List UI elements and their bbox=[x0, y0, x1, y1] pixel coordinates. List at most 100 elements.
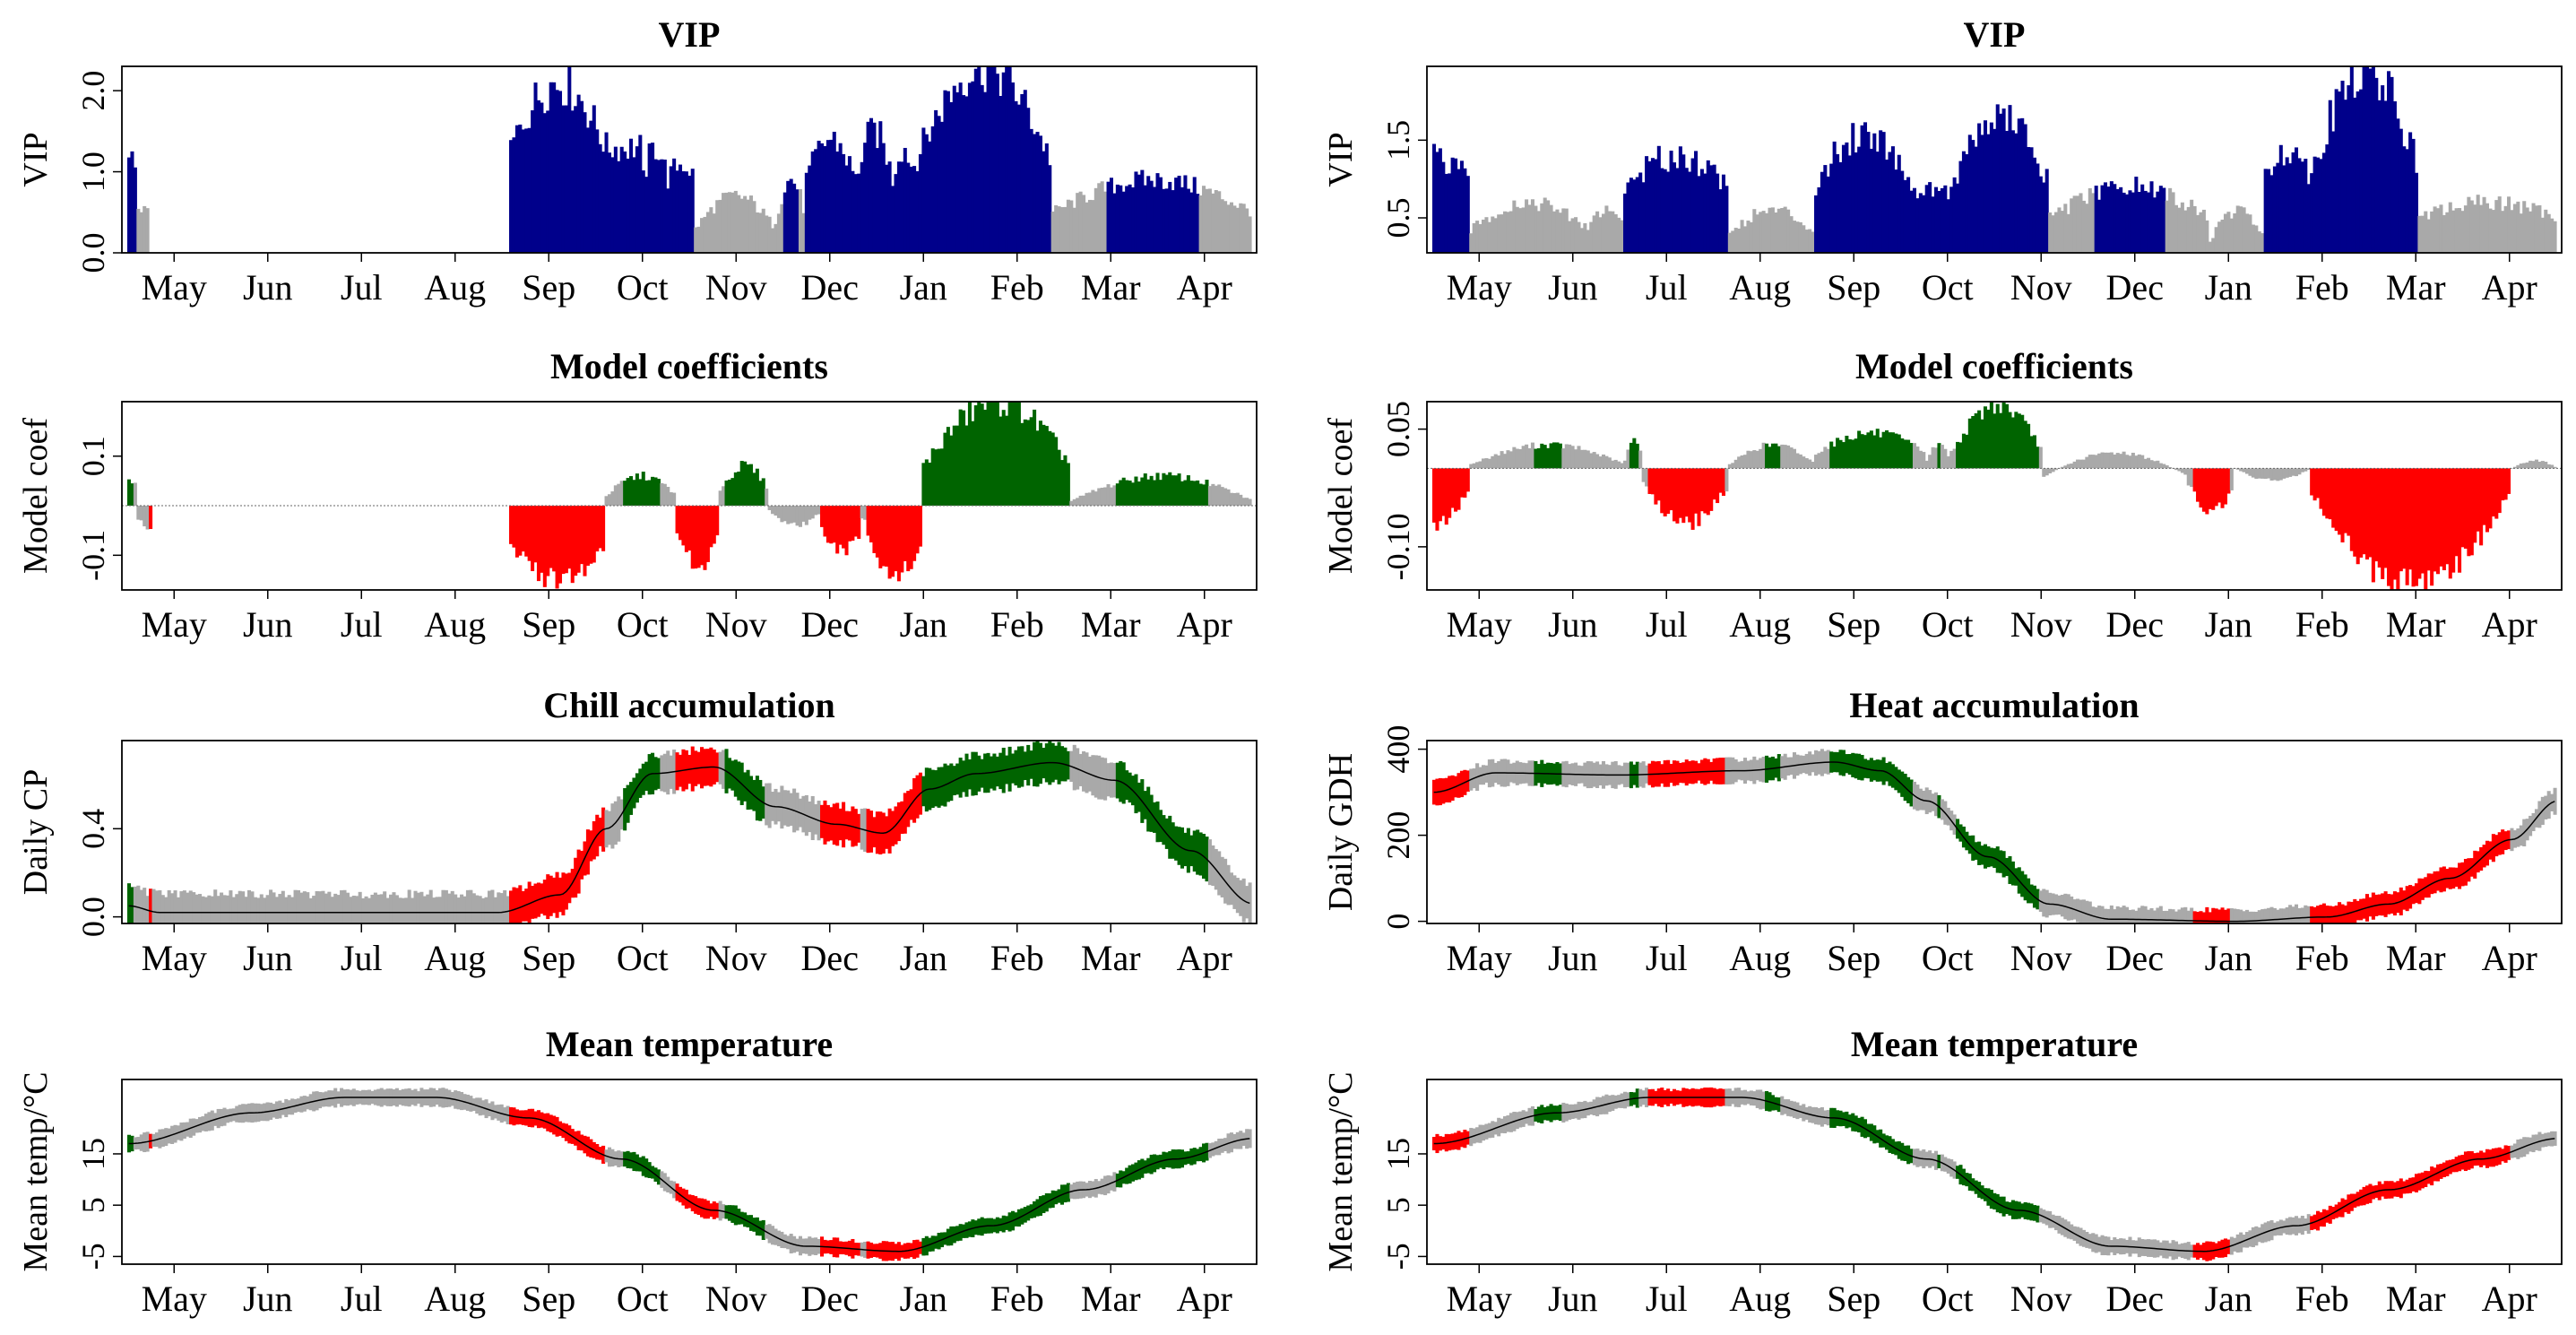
right-vip-bar bbox=[1613, 213, 1618, 253]
right-heat-x-axis: May Jun Jul Aug Sep Oct Nov Dec Jan Feb Mar Apr bbox=[1447, 923, 2537, 978]
right-heat-band bbox=[2267, 907, 2271, 923]
right-coef-bar bbox=[2300, 468, 2304, 472]
right-heat-month-nov: Nov bbox=[2010, 938, 2072, 978]
left-vip-bar bbox=[558, 91, 563, 254]
right-coef-bar bbox=[2390, 468, 2394, 591]
right-vip-bar bbox=[2205, 220, 2209, 253]
left-coef-bar bbox=[885, 506, 889, 567]
right-vip-bar bbox=[1583, 222, 1587, 253]
left-vip-bar bbox=[1087, 199, 1092, 253]
right-coef-bar bbox=[1789, 447, 1794, 469]
left-vip-marks bbox=[127, 66, 1252, 254]
right-vip-bar bbox=[1540, 203, 1544, 253]
left-vip-bar bbox=[1054, 204, 1059, 253]
right-vip-bar bbox=[1448, 173, 1452, 253]
left-coef-bar bbox=[678, 506, 683, 541]
left-chill-band bbox=[394, 895, 399, 923]
right-heat-band bbox=[2306, 906, 2311, 923]
right-vip-bar bbox=[1814, 195, 1819, 253]
right-vip-month-oct: Oct bbox=[1922, 267, 1974, 308]
right-vip-bar bbox=[2156, 191, 2160, 253]
left-vip-bar bbox=[626, 158, 630, 253]
right-vip-bar bbox=[1438, 148, 1442, 253]
right-heat-band bbox=[2171, 909, 2175, 923]
right-vip-bar bbox=[2106, 186, 2111, 253]
right-coef-bar bbox=[1586, 450, 1590, 469]
left-coef-bar bbox=[700, 506, 705, 566]
left-coef-bar bbox=[964, 425, 969, 507]
left-coef-bar bbox=[786, 506, 791, 524]
left-coef-bar bbox=[739, 461, 744, 507]
left-vip-bar bbox=[1171, 190, 1175, 253]
right-coef-bar bbox=[2420, 468, 2425, 574]
right-temp-month-sep: Sep bbox=[1827, 1279, 1880, 1319]
right-vip-bar bbox=[2522, 201, 2527, 253]
left-vip-bar bbox=[817, 140, 821, 253]
left-vip-bar bbox=[838, 143, 843, 253]
left-vip-bar bbox=[1155, 173, 1160, 253]
left-chill-band bbox=[186, 892, 190, 923]
right-coef-bar bbox=[1826, 448, 1830, 469]
left-coef-bar bbox=[715, 506, 720, 536]
right-vip-bar bbox=[1487, 221, 1491, 253]
right-coef-bar bbox=[1617, 461, 1621, 469]
left-coef-bar bbox=[540, 506, 544, 573]
right-coef-bar bbox=[1759, 448, 1763, 469]
left-coef-bar bbox=[555, 506, 559, 589]
right-coef-bar bbox=[1549, 443, 1553, 469]
right-coef-bar bbox=[2205, 468, 2209, 515]
right-vip-bar bbox=[1965, 153, 1969, 253]
left-coef-bar bbox=[1241, 498, 1246, 507]
left-coef-bar bbox=[1189, 481, 1194, 507]
right-coef-bar bbox=[2272, 468, 2277, 481]
right-vip-bar bbox=[1961, 151, 1966, 253]
left-chill-band bbox=[154, 890, 159, 923]
right-vip-bar bbox=[1866, 132, 1871, 253]
right-coef-bar bbox=[2408, 468, 2413, 570]
right-coef-bar bbox=[1836, 438, 1840, 469]
left-coef-bar bbox=[567, 506, 572, 569]
right-heat-band bbox=[2288, 905, 2293, 923]
left-vip-bar bbox=[765, 215, 769, 253]
left-vip-bar bbox=[1229, 202, 1233, 253]
right-coef-bar bbox=[2433, 468, 2437, 572]
right-heat-band bbox=[2113, 909, 2117, 923]
right-coef-bar bbox=[2331, 468, 2336, 528]
right-vip-bar bbox=[1475, 221, 1480, 253]
left-coef-bar bbox=[912, 506, 917, 561]
right-vip-bar bbox=[2282, 165, 2286, 253]
right-coef-bar bbox=[1765, 443, 1769, 469]
left-vip-bar bbox=[1119, 185, 1123, 253]
left-coef-month-mar: Mar bbox=[1081, 604, 1141, 645]
right-coef-bar bbox=[1983, 406, 1988, 469]
right-coef-month-jun: Jun bbox=[1548, 604, 1598, 645]
left-chill-band bbox=[149, 889, 153, 923]
right-vip-month-dec: Dec bbox=[2106, 267, 2164, 308]
right-vip-x-axis: May Jun Jul Aug Sep Oct Nov Dec Jan Feb Mar Apr bbox=[1447, 253, 2537, 308]
left-chill-band bbox=[235, 894, 239, 923]
right-vip-bar bbox=[1875, 152, 1880, 253]
right-heat-band bbox=[2319, 905, 2323, 923]
right-coef-plot-area bbox=[1426, 401, 2563, 591]
right-coef-bar bbox=[1915, 446, 1920, 469]
right-vip-bar bbox=[1577, 221, 1581, 253]
left-coef-bar bbox=[967, 402, 972, 507]
left-coef-bar bbox=[857, 506, 861, 539]
right-temp-marks bbox=[1432, 1087, 2557, 1261]
right-temp-ytick: 15 bbox=[1380, 1138, 1416, 1170]
right-vip-bar bbox=[2383, 100, 2388, 253]
left-chill-band bbox=[478, 896, 482, 923]
left-coef-bar bbox=[1007, 402, 1012, 507]
right-vip-bar bbox=[1980, 134, 1984, 253]
right-vip-bar bbox=[1811, 231, 1815, 253]
right-vip-bar bbox=[2426, 219, 2431, 253]
left-vip-bar bbox=[995, 74, 999, 254]
left-chill-band bbox=[349, 897, 353, 923]
left-vip-bar bbox=[814, 149, 818, 253]
left-coef-bar bbox=[1054, 437, 1059, 507]
left-coef-bar bbox=[1226, 489, 1231, 507]
right-coef-bar bbox=[1857, 430, 1862, 469]
left-vip-bar bbox=[1177, 176, 1181, 253]
left-chill-band bbox=[256, 897, 261, 923]
